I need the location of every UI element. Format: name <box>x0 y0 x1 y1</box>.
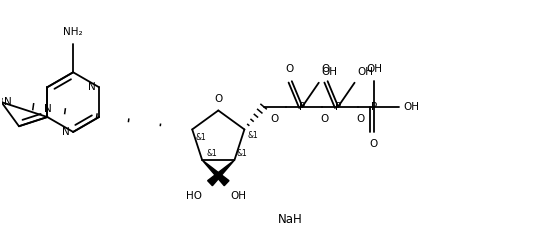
Text: P: P <box>335 102 341 112</box>
Polygon shape <box>202 160 229 186</box>
Text: O: O <box>370 139 378 149</box>
Text: HO: HO <box>186 191 202 201</box>
Text: &1: &1 <box>206 149 217 158</box>
Text: &1: &1 <box>247 131 258 140</box>
Text: O: O <box>357 113 365 123</box>
Text: P: P <box>299 102 305 112</box>
Text: N: N <box>4 97 12 107</box>
Text: OH: OH <box>403 102 420 112</box>
Text: &1: &1 <box>236 149 247 158</box>
Text: O: O <box>214 95 223 104</box>
Text: N: N <box>88 82 96 92</box>
Text: O: O <box>271 113 279 123</box>
Text: NaH: NaH <box>277 213 302 226</box>
Text: OH: OH <box>231 191 247 201</box>
Text: O: O <box>322 64 330 74</box>
Text: O: O <box>321 113 329 123</box>
Text: NH₂: NH₂ <box>63 27 83 37</box>
Text: N: N <box>44 104 52 114</box>
Text: O: O <box>286 64 294 74</box>
Text: N: N <box>62 127 70 137</box>
Text: OH: OH <box>322 67 337 77</box>
Polygon shape <box>208 160 235 186</box>
Text: OH: OH <box>366 64 382 74</box>
Text: &1: &1 <box>195 133 206 142</box>
Text: P: P <box>371 102 377 112</box>
Text: OH: OH <box>358 67 374 77</box>
